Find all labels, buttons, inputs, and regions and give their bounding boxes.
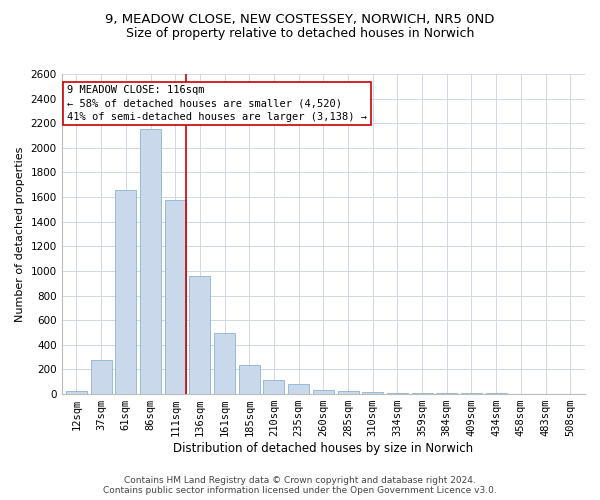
Text: Size of property relative to detached houses in Norwich: Size of property relative to detached ho… bbox=[126, 28, 474, 40]
Bar bbox=[91, 360, 112, 394]
Bar bbox=[190, 276, 211, 394]
Bar bbox=[239, 364, 260, 394]
Bar bbox=[66, 391, 87, 394]
Bar bbox=[214, 332, 235, 394]
Text: Contains HM Land Registry data © Crown copyright and database right 2024.
Contai: Contains HM Land Registry data © Crown c… bbox=[103, 476, 497, 495]
Bar bbox=[313, 390, 334, 394]
Bar bbox=[387, 392, 408, 394]
Text: 9, MEADOW CLOSE, NEW COSTESSEY, NORWICH, NR5 0ND: 9, MEADOW CLOSE, NEW COSTESSEY, NORWICH,… bbox=[106, 12, 494, 26]
Bar bbox=[362, 392, 383, 394]
X-axis label: Distribution of detached houses by size in Norwich: Distribution of detached houses by size … bbox=[173, 442, 473, 455]
Y-axis label: Number of detached properties: Number of detached properties bbox=[15, 146, 25, 322]
Text: 9 MEADOW CLOSE: 116sqm
← 58% of detached houses are smaller (4,520)
41% of semi-: 9 MEADOW CLOSE: 116sqm ← 58% of detached… bbox=[67, 85, 367, 122]
Bar bbox=[412, 393, 433, 394]
Bar bbox=[115, 190, 136, 394]
Bar bbox=[140, 130, 161, 394]
Bar bbox=[263, 380, 284, 394]
Bar bbox=[165, 200, 186, 394]
Bar bbox=[338, 391, 359, 394]
Bar bbox=[288, 384, 309, 394]
